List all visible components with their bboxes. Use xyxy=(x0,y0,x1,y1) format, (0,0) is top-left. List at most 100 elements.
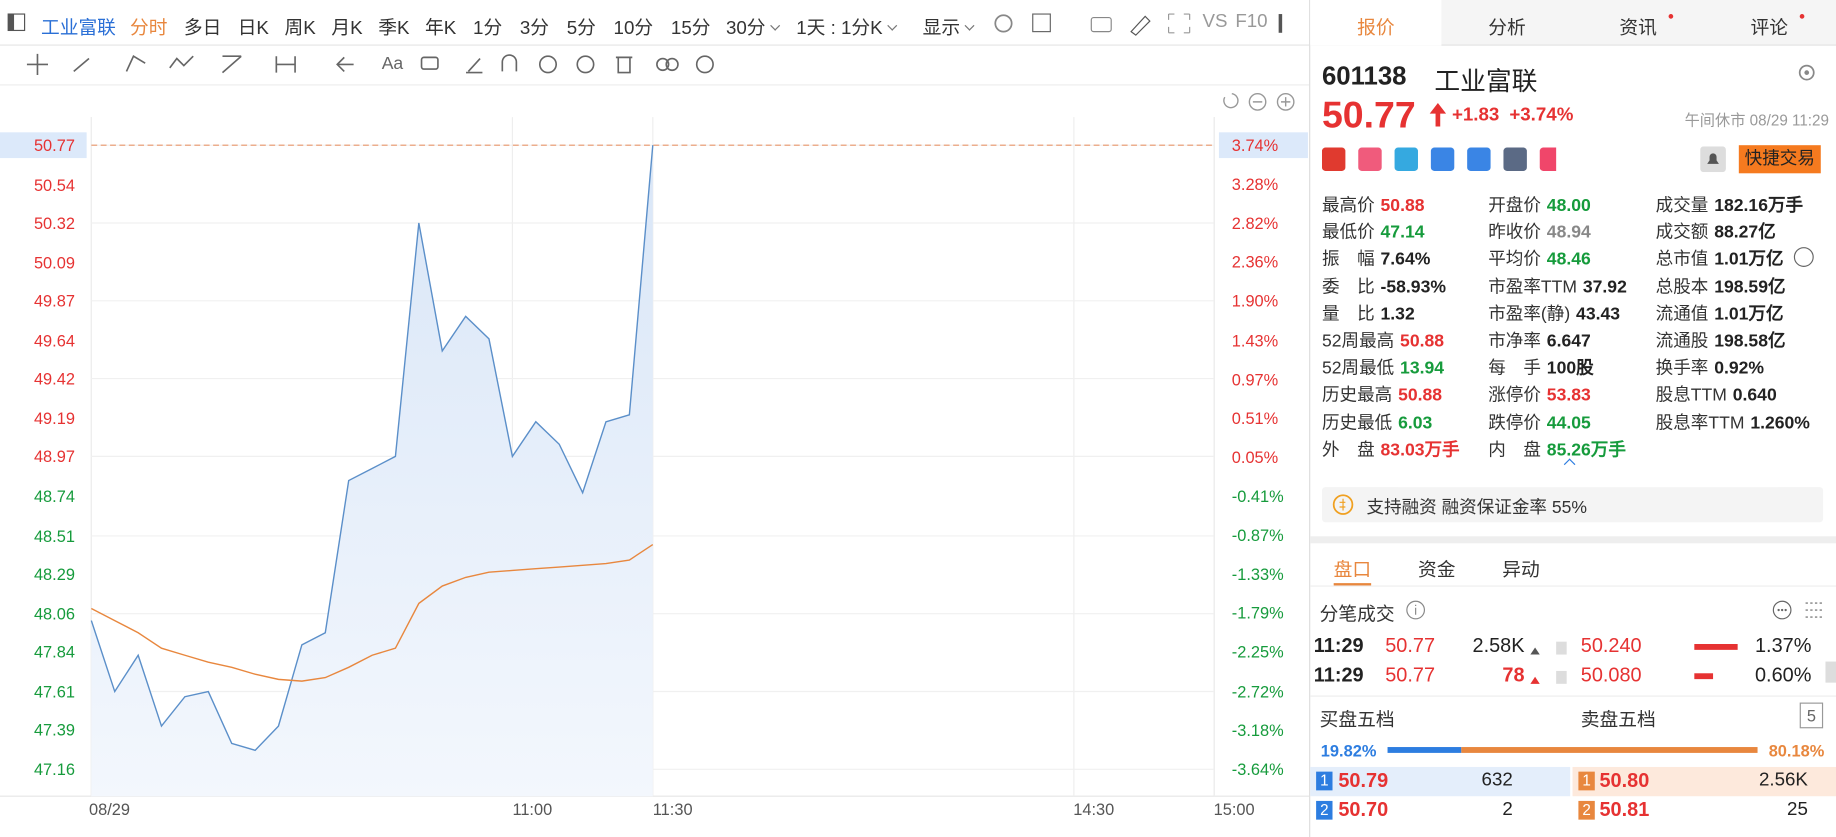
stat-label: 股息TTM xyxy=(1655,385,1727,406)
stat-item: 市净率 6.647 xyxy=(1488,328,1591,353)
unread-dot xyxy=(1668,14,1674,19)
layout-icon xyxy=(7,13,26,32)
stat-label: 开盘价 xyxy=(1488,195,1541,216)
sell-price: 50.81 xyxy=(1599,798,1650,821)
stat-value: 43.43 xyxy=(1576,304,1621,325)
y2-tick-label: 2.82% xyxy=(1232,215,1278,233)
market-status: 午间休市 08/29 11:29 xyxy=(1684,111,1829,129)
trade-pct: 1.37% xyxy=(1754,634,1812,657)
stat-item: 外 盘 83.03万手 xyxy=(1322,437,1460,462)
buy-title: 买盘五档 xyxy=(1319,710,1395,731)
period-tab[interactable]: 多日 xyxy=(183,18,222,39)
period-tab[interactable]: 分时 xyxy=(129,18,168,39)
trade-marker xyxy=(1556,670,1567,684)
stat-value: -58.93% xyxy=(1380,277,1446,297)
price-change: +1.83 xyxy=(1451,105,1500,126)
period-tab[interactable]: 显示 xyxy=(923,12,973,40)
sub-tab[interactable]: 盘口 xyxy=(1333,560,1372,581)
stat-value: 44.05 xyxy=(1546,412,1591,433)
f10-button[interactable]: F10 xyxy=(1235,11,1268,32)
stock-tab[interactable]: 工业富联 xyxy=(40,18,116,39)
y2-tick-label: 0.05% xyxy=(1232,449,1278,467)
y-tick-label: 47.16 xyxy=(34,761,75,779)
ticks-title: 分笔成交 xyxy=(1319,605,1395,626)
period-tab[interactable]: 年K xyxy=(425,18,457,39)
y2-tick-label: -0.87% xyxy=(1232,527,1284,545)
x-tick-label: 15:00 xyxy=(1214,801,1255,819)
price-highlight xyxy=(0,132,87,159)
y-tick-label: 49.87 xyxy=(34,293,75,311)
stat-item: 委 比 -58.93% xyxy=(1322,274,1446,299)
trade-time: 11:29 xyxy=(1313,634,1364,657)
buy-volume: 632 xyxy=(1481,770,1513,791)
period-tab[interactable]: 周K xyxy=(284,18,316,39)
stat-value: 198.59亿 xyxy=(1714,277,1786,297)
stat-label: 市盈率(静) xyxy=(1488,304,1571,325)
active-tab-bg xyxy=(1310,0,1442,46)
stat-value: 13.94 xyxy=(1400,358,1445,379)
notice-box: 支持融资 融资保证金率 55% xyxy=(1321,487,1824,523)
info-icon xyxy=(1406,600,1426,620)
stat-label: 历史最低 xyxy=(1321,412,1393,433)
period-tab[interactable]: 30分 xyxy=(726,12,778,40)
period-tab[interactable]: 10分 xyxy=(613,18,654,39)
stat-value: 50.88 xyxy=(1398,385,1443,406)
settings-icon[interactable] xyxy=(1795,61,1818,84)
stat-label: 历史最高 xyxy=(1321,385,1393,406)
levels-badge[interactable]: 5 xyxy=(1799,702,1824,729)
trade-flag xyxy=(1530,672,1540,684)
period-tab[interactable]: 1分 xyxy=(473,18,503,39)
more-icons[interactable] xyxy=(1770,598,1829,621)
y-tick-label: 48.51 xyxy=(34,528,75,546)
panel-tab[interactable]: 评论 xyxy=(1750,18,1789,39)
separator xyxy=(1310,695,1836,697)
period-tab[interactable]: 季K xyxy=(378,18,410,39)
intraday-chart: 08/29 11:00 11:30 14:30 15:00 50.77 50.54 50.32… xyxy=(0,92,1310,819)
stat-item: 股息TTM 0.640 xyxy=(1656,382,1777,407)
y2-tick-label: -3.64% xyxy=(1232,761,1284,779)
y2-tick-label: 0.97% xyxy=(1232,371,1278,389)
stat-label: 52周最低 xyxy=(1321,358,1395,379)
sub-tab[interactable]: 资金 xyxy=(1417,560,1456,581)
last-price: 50.77 xyxy=(1321,93,1416,136)
y2-tick-label: 2.36% xyxy=(1232,254,1278,272)
divider xyxy=(1309,0,1311,837)
trade-price: 50.77 xyxy=(1385,663,1436,687)
period-tab[interactable]: 1天 : 1分K xyxy=(796,12,895,40)
stat-label: 流通股 xyxy=(1655,331,1709,352)
y-tick-label: 48.74 xyxy=(34,488,75,506)
period-tab[interactable]: 月K xyxy=(331,18,363,39)
trade-price: 50.77 xyxy=(1385,634,1436,657)
sell-price: 50.80 xyxy=(1599,769,1650,792)
y-tick-label: 50.09 xyxy=(34,255,75,273)
y-tick-label: 48.06 xyxy=(34,606,75,624)
y2-tick-label: -0.41% xyxy=(1232,488,1284,506)
stat-item: 总市值 1.01万亿 xyxy=(1656,246,1784,271)
buy-price: 50.79 xyxy=(1338,769,1389,792)
stat-label: 成交量 xyxy=(1655,195,1709,216)
y-tick-label: 49.64 xyxy=(34,332,75,350)
quick-trade-button[interactable]: 快捷交易 xyxy=(1738,145,1821,174)
trade-marker xyxy=(1556,641,1567,655)
y-tick-label: 48.29 xyxy=(34,566,75,584)
period-tab[interactable]: 15分 xyxy=(670,18,711,39)
period-tab[interactable]: 日K xyxy=(237,18,269,39)
panel-tab[interactable]: 报价 xyxy=(1357,18,1395,39)
y-tick-label: 49.42 xyxy=(34,370,75,388)
period-tab[interactable]: 5分 xyxy=(566,18,596,39)
alert-icon[interactable] xyxy=(1700,146,1726,173)
stat-label: 市盈率TTM xyxy=(1488,277,1578,297)
compare-button[interactable]: VS xyxy=(1202,11,1228,32)
feature-icons xyxy=(1321,147,1557,171)
more-icon[interactable] xyxy=(1793,247,1814,267)
stat-value: 0.92% xyxy=(1714,358,1765,379)
up-arrow xyxy=(1429,103,1447,127)
sub-tab[interactable]: 异动 xyxy=(1502,560,1540,581)
panel-tab[interactable]: 分析 xyxy=(1488,18,1526,39)
panel-tab[interactable]: 资讯 xyxy=(1619,18,1657,39)
stat-value: 83.03万手 xyxy=(1380,440,1460,460)
buy-level: 1 xyxy=(1316,771,1333,791)
font-tool[interactable]: Aa xyxy=(381,53,404,74)
period-tab[interactable]: 3分 xyxy=(519,18,550,39)
average-line xyxy=(91,544,654,682)
